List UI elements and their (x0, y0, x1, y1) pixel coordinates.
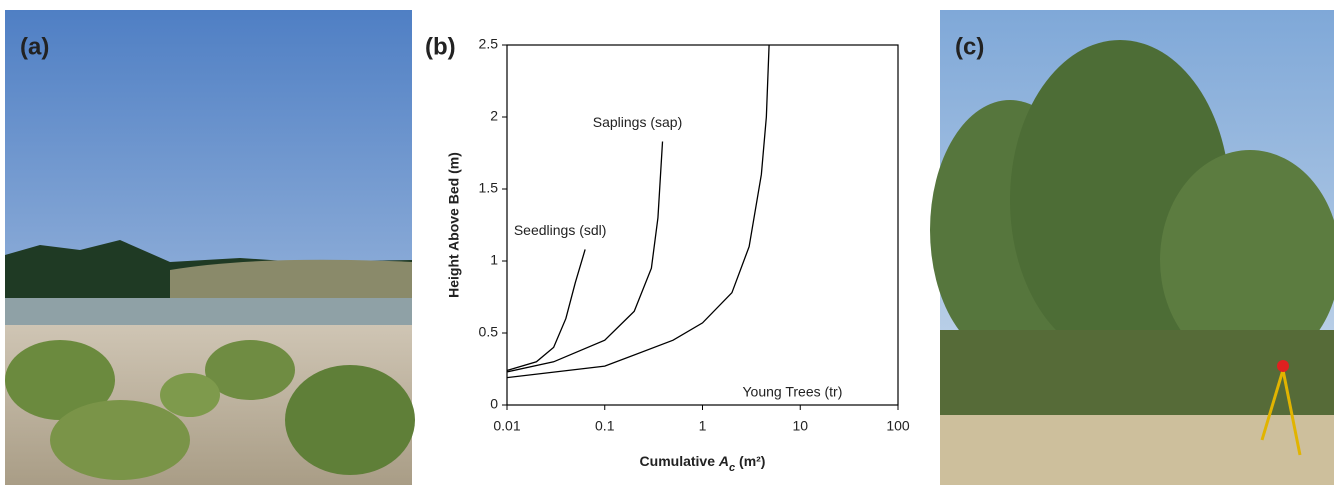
y-axis-label: Height Above Bed (m) (446, 152, 462, 298)
photo-c (930, 10, 1334, 485)
y-tick-label: 0 (490, 396, 498, 412)
y-tick-label: 0.5 (479, 324, 499, 340)
panel-label: (b) (425, 33, 456, 60)
y-tick-label: 1 (490, 252, 498, 268)
chart: 0 0.5 1 1.5 2 2.5 0.01 0.1 1 10 100 Height Above Be… (446, 36, 910, 474)
x-axis-label-part: A (718, 453, 729, 469)
series-label: Saplings (sap) (593, 114, 683, 130)
x-tick-label: 10 (792, 418, 808, 434)
series-line (506, 141, 664, 373)
panel-label: (c) (955, 33, 984, 60)
x-tick-label: 1 (699, 418, 707, 434)
x-tick-label: 100 (886, 418, 910, 434)
x-axis-label-part: Cumulative (640, 453, 719, 469)
x-axis-label-part: c (729, 462, 735, 474)
x-axis-label-part: (m²) (735, 453, 765, 469)
photo-a (5, 10, 415, 485)
series-label: Seedlings (sdl) (514, 222, 607, 238)
x-tick-label: 0.1 (595, 418, 615, 434)
series-line (506, 44, 770, 379)
x-tick-label: 0.01 (493, 418, 520, 434)
series-line (506, 249, 586, 372)
panel-label: (a) (20, 33, 49, 60)
y-tick-label: 2.5 (479, 36, 499, 52)
series-label: Young Trees (tr) (743, 384, 843, 400)
y-tick-label: 1.5 (479, 180, 499, 196)
y-tick-label: 2 (490, 108, 498, 124)
x-axis-label: Cumulative Ac (m²) (640, 453, 766, 474)
